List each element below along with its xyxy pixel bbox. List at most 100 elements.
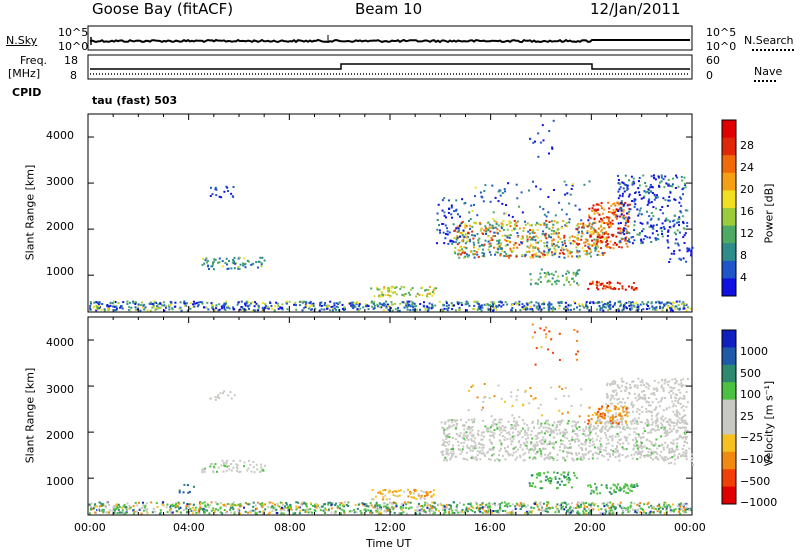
power-cell	[245, 309, 248, 311]
power-cell	[323, 308, 326, 311]
power-cell	[557, 301, 560, 304]
velocity-cell	[581, 447, 584, 450]
power-cell	[530, 243, 533, 246]
velocity-cell	[486, 430, 489, 432]
power-cell	[586, 307, 589, 310]
velocity-cell	[471, 429, 474, 432]
power-cell	[226, 263, 228, 266]
velocity-cell	[200, 502, 202, 505]
velocity-cell	[500, 444, 503, 447]
power-cell	[682, 305, 685, 308]
power-cell	[586, 230, 589, 233]
power-cell	[511, 307, 514, 309]
velocity-cell	[122, 505, 125, 508]
power-cell	[652, 186, 655, 189]
power-cell	[636, 233, 639, 236]
velocity-cell	[668, 423, 670, 426]
power-cell	[206, 259, 209, 262]
power-cell	[483, 303, 486, 306]
power-cell	[461, 220, 464, 223]
power-cell	[240, 300, 243, 303]
power-cell	[656, 194, 658, 197]
power-cell	[650, 190, 653, 193]
power-cell	[504, 244, 507, 247]
power-cell	[585, 305, 588, 307]
power-cell	[671, 301, 674, 304]
velocity-cell	[540, 422, 543, 425]
power-cell	[484, 304, 487, 307]
power-cell	[482, 248, 484, 251]
power-cell	[657, 300, 660, 303]
velocity-cell	[563, 432, 566, 435]
velocity-cell	[375, 501, 378, 504]
power-cell	[592, 232, 595, 235]
velocity-cell	[487, 506, 490, 509]
velocity-cell	[651, 401, 654, 404]
velocity-cell	[636, 399, 639, 402]
velocity-cell	[452, 448, 454, 451]
velocity-cell	[243, 506, 245, 509]
power-cell	[655, 207, 658, 210]
power-cell	[596, 238, 599, 241]
power-cell	[214, 186, 217, 189]
power-cell	[588, 252, 591, 255]
power-cell	[621, 195, 624, 198]
velocity-cell	[560, 443, 563, 446]
velocity-cell	[550, 429, 553, 432]
velocity-cell	[452, 452, 455, 455]
velocity-cell	[290, 508, 293, 511]
velocity-cell	[549, 428, 552, 431]
velocity-cell	[619, 486, 621, 489]
velocity-cell	[663, 456, 666, 459]
power-cell	[501, 222, 504, 225]
velocity-cell	[480, 443, 482, 446]
power-cell	[576, 224, 579, 227]
power-cell	[215, 304, 218, 307]
velocity-cell	[584, 443, 587, 446]
velocity-cell	[605, 510, 608, 513]
velocity-cell	[617, 422, 620, 425]
power-cell	[628, 193, 631, 196]
power-cell	[496, 305, 499, 308]
velocity-cell	[624, 509, 627, 511]
velocity-cell	[348, 510, 351, 513]
velocity-cell	[358, 502, 361, 505]
velocity-cell	[185, 507, 188, 510]
power-cell	[426, 305, 429, 308]
power-cell	[466, 253, 468, 256]
velocity-cell	[398, 489, 400, 492]
velocity-cell	[596, 412, 599, 415]
power-cell	[481, 251, 484, 254]
velocity-cell	[578, 426, 581, 428]
power-cell	[633, 200, 636, 203]
power-cell	[582, 226, 585, 229]
power-cell	[519, 309, 522, 312]
power-cell	[535, 185, 538, 188]
power-cell	[634, 192, 637, 194]
power-cell	[467, 302, 469, 305]
velocity-cell	[464, 439, 467, 442]
velocity-cell	[455, 433, 458, 435]
velocity-cell	[465, 508, 468, 511]
velocity-cell	[610, 397, 613, 400]
power-cell	[445, 233, 448, 235]
velocity-cell	[203, 511, 206, 514]
velocity-cell	[681, 421, 684, 424]
power-cell	[434, 304, 437, 307]
power-cell	[96, 302, 99, 305]
velocity-cell	[269, 501, 272, 504]
power-cell	[584, 244, 587, 247]
velocity-cell	[314, 505, 317, 508]
velocity-cell	[391, 506, 393, 509]
power-cell	[561, 251, 564, 254]
power-cell	[183, 300, 186, 303]
power-cell	[411, 301, 414, 304]
power-cell	[356, 308, 359, 311]
velocity-cell	[228, 468, 231, 471]
velocity-cell	[627, 487, 630, 490]
velocity-cell	[496, 427, 499, 430]
velocity-cell	[370, 504, 373, 507]
power-cell	[409, 309, 412, 312]
power-cell	[524, 220, 526, 223]
velocity-cell	[89, 506, 92, 508]
